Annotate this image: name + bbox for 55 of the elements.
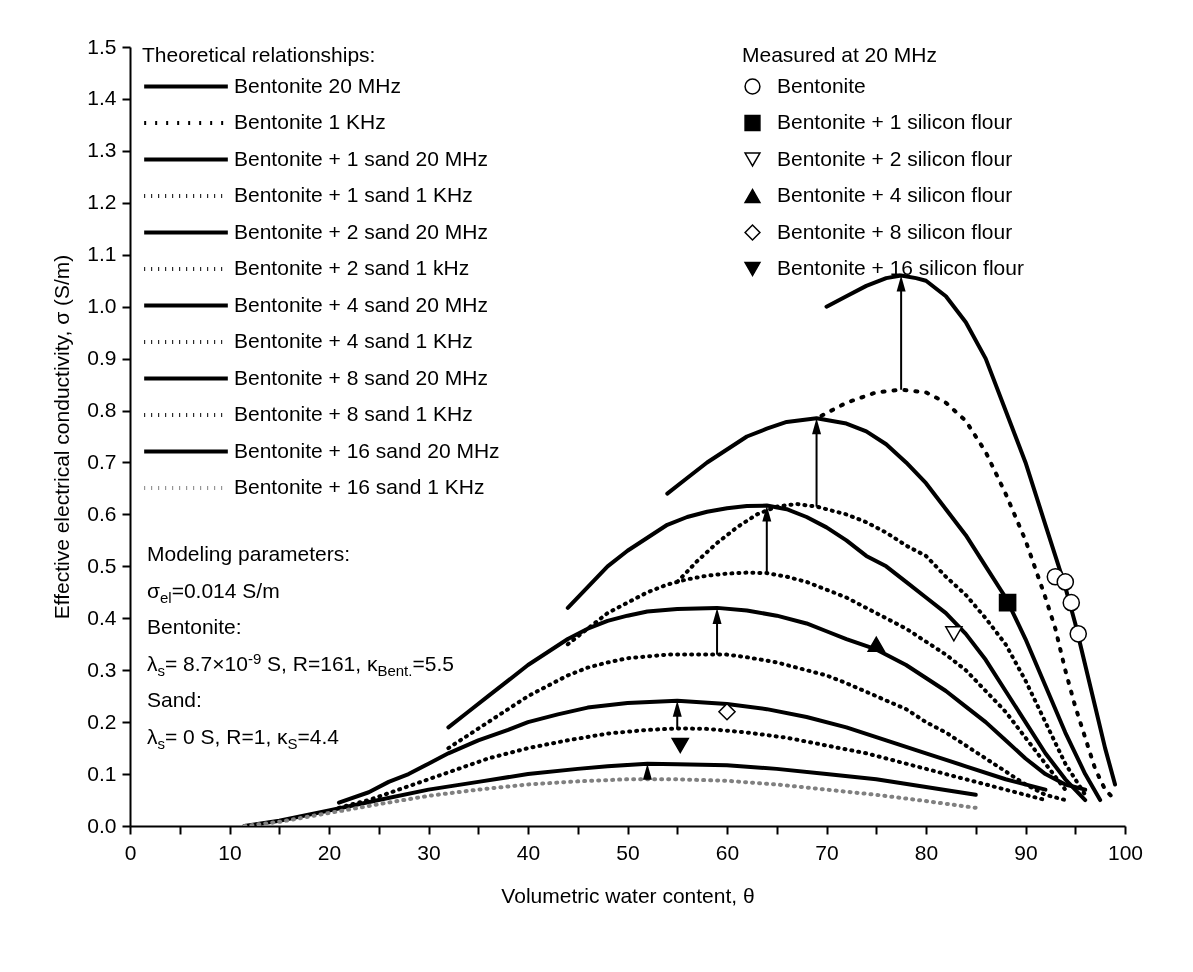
legend-label: Bentonite + 16 sand 1 KHz — [234, 475, 485, 498]
legend-label: Bentonite + 8 sand 20 MHz — [234, 365, 488, 389]
x-tick-label: 10 — [218, 840, 242, 864]
legend-title: Theoretical relationships: — [142, 43, 376, 66]
x-tick-label: 40 — [516, 840, 541, 864]
legend-label: Bentonite + 4 sand 20 MHz — [234, 292, 488, 316]
x-tick-label: 80 — [914, 840, 939, 864]
y-tick-label: 0.6 — [87, 501, 117, 525]
x-axis-title: Volumetric water content, θ — [501, 883, 755, 907]
legend-label: Bentonite + 16 silicon flour — [777, 256, 1024, 279]
y-tick-label: 0.8 — [87, 398, 117, 422]
legend-label: Bentonite + 4 silicon flour — [777, 183, 1013, 206]
x-tick-label: 30 — [417, 840, 441, 864]
legend-label: Bentonite — [777, 73, 866, 97]
y-tick-label: 0.4 — [87, 605, 117, 629]
y-tick-label: 0.3 — [87, 657, 117, 681]
annotation: Modeling parameters: — [147, 542, 351, 565]
x-tick-label: 50 — [616, 840, 640, 864]
legend-label: Bentonite + 2 sand 1 kHz — [234, 256, 470, 279]
legend-label: Bentonite + 4 sand 1 KHz — [234, 329, 473, 352]
y-tick-label: 0.0 — [87, 813, 117, 837]
annotation: σ$_{el}$=0.014 S/m — [147, 578, 280, 606]
y-tick-label: 0.2 — [87, 709, 117, 733]
legend-label: Bentonite + 8 sand 1 KHz — [234, 402, 473, 425]
legend-label: Bentonite 1 KHz — [234, 110, 386, 133]
x-tick-label: 20 — [317, 840, 342, 864]
legend-label: Bentonite + 1 sand 20 MHz — [234, 146, 488, 170]
y-tick-label: 1.4 — [87, 86, 117, 110]
annotation: λ$_{s}$= 8.7×10$^{-9}$ S, R=161, κ$_{Bent.}$=5.5 — [147, 649, 454, 679]
y-tick-label: 0.9 — [87, 346, 117, 370]
y-tick-label: 1.2 — [87, 190, 117, 214]
y-tick-label: 1.0 — [87, 294, 117, 318]
x-tick-label: 0 — [124, 840, 137, 864]
y-tick-label: 0.7 — [87, 449, 117, 473]
x-tick-label: 90 — [1014, 840, 1038, 864]
x-tick-label: 60 — [715, 840, 740, 864]
legend-label: Bentonite + 2 sand 20 MHz — [234, 219, 488, 243]
legend-label: Bentonite + 16 sand 20 MHz — [234, 438, 500, 462]
y-tick-label: 0.1 — [87, 761, 117, 785]
y-tick-label: 1.1 — [87, 242, 117, 266]
x-tick-label: 70 — [815, 840, 839, 864]
legend-label: Bentonite 20 MHz — [234, 73, 401, 97]
legend-label: Bentonite + 2 silicon flour — [777, 146, 1013, 170]
y-tick-label: 0.5 — [87, 553, 117, 577]
annotation: Sand: — [147, 688, 202, 711]
x-tick-label: 100 — [1107, 840, 1144, 864]
legend-label: Bentonite + 1 sand 1 KHz — [234, 183, 473, 206]
annotation: Measured at 20 MHz — [742, 43, 937, 66]
annotation: Bentonite: — [147, 615, 242, 638]
y-tick-label: 1.3 — [87, 138, 117, 162]
annotation: λ$_{s}$= 0 S, R=1, κ$_{S}$=4.4 — [147, 724, 340, 752]
legend-label: Bentonite + 8 silicon flour — [777, 219, 1013, 243]
y-axis-title: Effective electrical conductivity, σ (S/m) — [50, 254, 74, 620]
legend-label: Bentonite + 1 silicon flour — [777, 110, 1013, 133]
y-tick-label: 1.5 — [87, 34, 117, 58]
